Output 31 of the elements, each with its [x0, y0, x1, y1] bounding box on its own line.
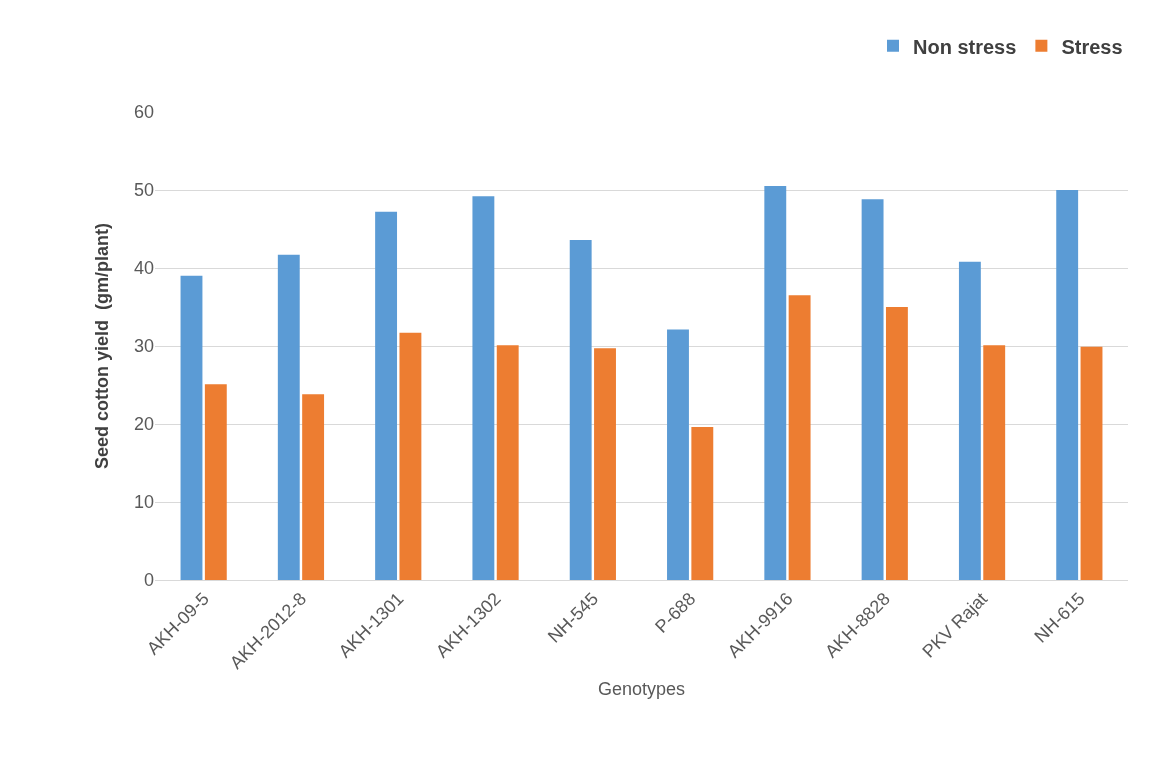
bar: [764, 186, 787, 580]
bar: [180, 275, 203, 580]
bar: [399, 332, 422, 580]
y-tick-label: 30: [133, 336, 154, 357]
bar: [204, 384, 227, 580]
y-tick-label: 20: [133, 414, 154, 435]
bar: [496, 345, 519, 580]
y-tick-label: 60: [133, 102, 154, 123]
y-tick-label: 50: [133, 180, 154, 201]
bar: [958, 261, 981, 580]
bar: [1080, 346, 1103, 580]
bar: [983, 345, 1006, 580]
bar: [472, 196, 495, 580]
bar: [691, 427, 714, 580]
y-tick-label: 10: [133, 492, 154, 513]
bar: [569, 239, 592, 580]
legend-label: Non stress: [913, 35, 1017, 58]
bar: [885, 307, 908, 580]
bar: [302, 394, 325, 580]
bar: [594, 348, 616, 580]
bar: [277, 254, 300, 580]
bar: [861, 199, 884, 580]
bar: [667, 329, 689, 580]
x-axis-title: Genotypes: [597, 678, 686, 699]
bar: [1056, 190, 1079, 580]
y-tick-label: 0: [143, 570, 154, 591]
bar: [375, 211, 398, 580]
bar: [788, 295, 811, 580]
y-tick-label: 40: [133, 258, 154, 279]
y-axis-title: Seed cotton yield (gm/plant): [92, 222, 113, 470]
legend-label: Stress: [1061, 35, 1123, 58]
